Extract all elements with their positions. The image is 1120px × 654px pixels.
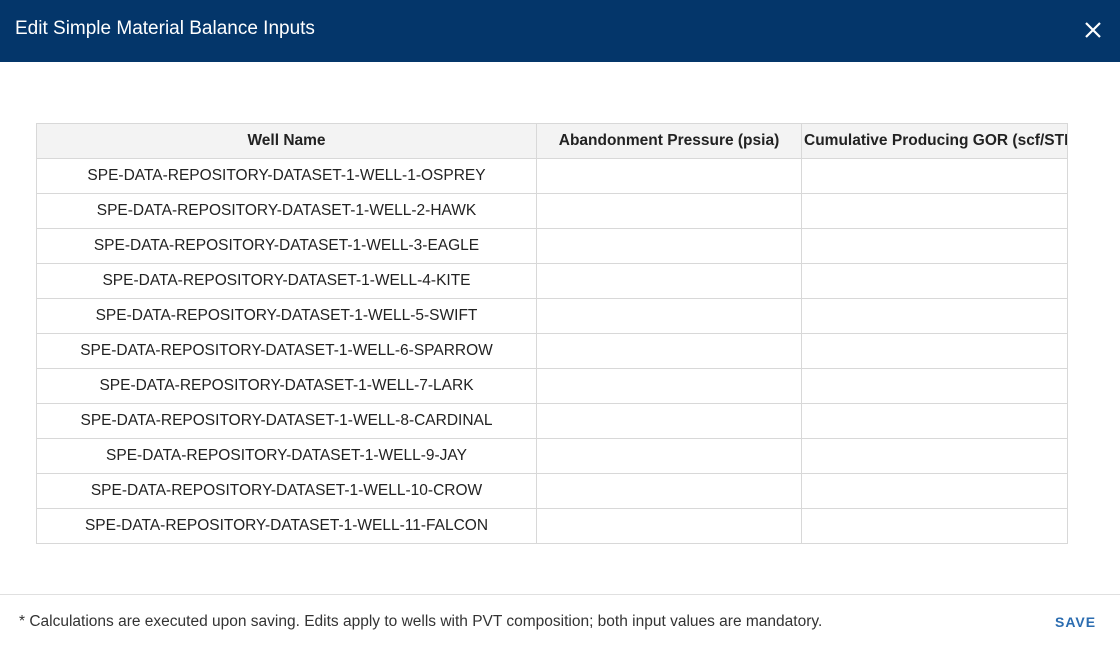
wells-table: Well Name Abandonment Pressure (psia) Cumu…	[36, 123, 1068, 544]
table-row: SPE-DATA-REPOSITORY-DATASET-1-WELL-10-CR…	[36, 473, 1068, 509]
close-button[interactable]	[1082, 19, 1104, 41]
table-row: SPE-DATA-REPOSITORY-DATASET-1-WELL-9-JAY	[36, 438, 1068, 474]
input-cell[interactable]	[801, 228, 1068, 264]
table-row: SPE-DATA-REPOSITORY-DATASET-1-WELL-4-KIT…	[36, 263, 1068, 299]
table-row: SPE-DATA-REPOSITORY-DATASET-1-WELL-11-FA…	[36, 508, 1068, 544]
well-name-cell: SPE-DATA-REPOSITORY-DATASET-1-WELL-4-KIT…	[36, 263, 537, 299]
input-cell[interactable]	[801, 333, 1068, 369]
column-header: Well Name	[36, 123, 537, 159]
footer-divider	[0, 594, 1120, 595]
input-cell[interactable]	[801, 368, 1068, 404]
input-cell[interactable]	[536, 473, 802, 509]
dialog-header: Edit Simple Material Balance Inputs	[0, 0, 1120, 62]
input-cell[interactable]	[536, 438, 802, 474]
input-cell[interactable]	[536, 333, 802, 369]
well-name-cell: SPE-DATA-REPOSITORY-DATASET-1-WELL-9-JAY	[36, 438, 537, 474]
input-cell[interactable]	[536, 368, 802, 404]
well-name-cell: SPE-DATA-REPOSITORY-DATASET-1-WELL-2-HAW…	[36, 193, 537, 229]
input-cell[interactable]	[801, 508, 1068, 544]
well-name-cell: SPE-DATA-REPOSITORY-DATASET-1-WELL-6-SPA…	[36, 333, 537, 369]
input-cell[interactable]	[536, 193, 802, 229]
well-name-cell: SPE-DATA-REPOSITORY-DATASET-1-WELL-3-EAG…	[36, 228, 537, 264]
input-cell[interactable]	[536, 263, 802, 299]
input-cell[interactable]	[801, 193, 1068, 229]
well-name-cell: SPE-DATA-REPOSITORY-DATASET-1-WELL-1-OSP…	[36, 158, 537, 194]
table-row: SPE-DATA-REPOSITORY-DATASET-1-WELL-6-SPA…	[36, 333, 1068, 369]
well-name-cell: SPE-DATA-REPOSITORY-DATASET-1-WELL-11-FA…	[36, 508, 537, 544]
input-cell[interactable]	[801, 403, 1068, 439]
well-name-cell: SPE-DATA-REPOSITORY-DATASET-1-WELL-10-CR…	[36, 473, 537, 509]
input-cell[interactable]	[801, 473, 1068, 509]
table-row: SPE-DATA-REPOSITORY-DATASET-1-WELL-5-SWI…	[36, 298, 1068, 334]
table-row: SPE-DATA-REPOSITORY-DATASET-1-WELL-8-CAR…	[36, 403, 1068, 439]
table-row: SPE-DATA-REPOSITORY-DATASET-1-WELL-2-HAW…	[36, 193, 1068, 229]
input-cell[interactable]	[801, 158, 1068, 194]
well-name-cell: SPE-DATA-REPOSITORY-DATASET-1-WELL-5-SWI…	[36, 298, 537, 334]
footer-note: * Calculations are executed upon saving.…	[19, 613, 823, 630]
input-cell[interactable]	[536, 228, 802, 264]
header-row: Well Name Abandonment Pressure (psia) Cumu…	[36, 123, 1068, 159]
column-header: Cumulative Producing GOR (scf/STB	[801, 123, 1068, 159]
table-row: SPE-DATA-REPOSITORY-DATASET-1-WELL-7-LAR…	[36, 368, 1068, 404]
well-name-cell: SPE-DATA-REPOSITORY-DATASET-1-WELL-7-LAR…	[36, 368, 537, 404]
input-cell[interactable]	[536, 403, 802, 439]
input-cell[interactable]	[801, 298, 1068, 334]
column-header: Abandonment Pressure (psia)	[536, 123, 802, 159]
input-cell[interactable]	[536, 298, 802, 334]
input-cell[interactable]	[801, 263, 1068, 299]
input-cell[interactable]	[536, 508, 802, 544]
table-row: SPE-DATA-REPOSITORY-DATASET-1-WELL-3-EAG…	[36, 228, 1068, 264]
input-cell[interactable]	[801, 438, 1068, 474]
dialog-title: Edit Simple Material Balance Inputs	[15, 18, 315, 39]
save-button[interactable]: SAVE	[1055, 614, 1097, 630]
input-cell[interactable]	[536, 158, 802, 194]
well-name-cell: SPE-DATA-REPOSITORY-DATASET-1-WELL-8-CAR…	[36, 403, 537, 439]
table-row: SPE-DATA-REPOSITORY-DATASET-1-WELL-1-OSP…	[36, 158, 1068, 194]
